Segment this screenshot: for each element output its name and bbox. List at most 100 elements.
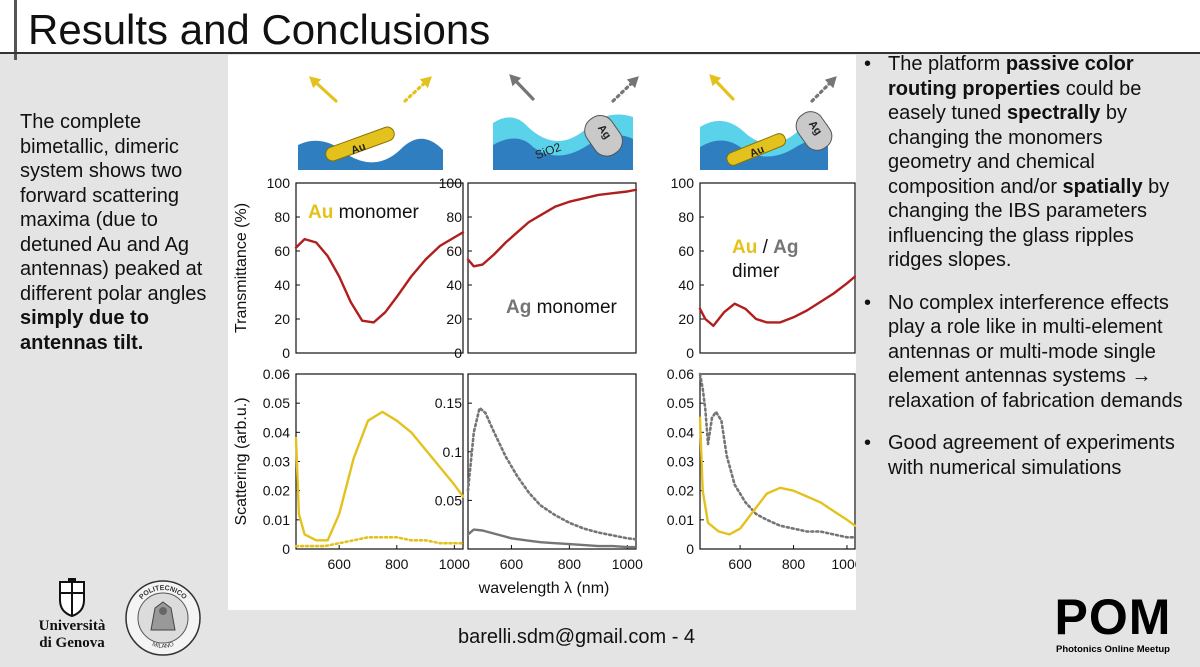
x-axis-label: wavelength λ (nm) xyxy=(478,580,610,597)
y-tick-label: 40 xyxy=(446,277,462,293)
y-tick-label: 0 xyxy=(282,541,290,557)
series-line-0 xyxy=(698,275,857,327)
title-divider xyxy=(0,52,1200,54)
bullet-dot-icon: • xyxy=(864,53,872,75)
series-line-1 xyxy=(466,528,638,549)
y-tick-label: 20 xyxy=(678,311,694,327)
series-line-0 xyxy=(294,231,465,324)
plot-frame xyxy=(295,182,464,354)
plot-frame xyxy=(699,373,856,550)
y-tick-label: 80 xyxy=(274,209,290,225)
x-tick-label: 600 xyxy=(328,556,352,572)
arrow-head-icon xyxy=(419,76,432,89)
y-tick-label: 40 xyxy=(678,277,694,293)
y-tick-label: 60 xyxy=(274,243,290,259)
polimi-logo: POLITECNICO MILANO xyxy=(123,578,203,658)
text-run: by changing the monomers geometry and ch… xyxy=(888,102,1128,198)
arrow-head-icon xyxy=(824,76,837,89)
annotation-part: Ag xyxy=(773,237,798,258)
y-tick-label: 20 xyxy=(274,311,290,327)
y-tick-label: 0.02 xyxy=(263,483,290,499)
annotation-part: / xyxy=(757,237,773,258)
unige-name-line2: di Genova xyxy=(39,635,105,651)
annotation-part: Au xyxy=(308,202,333,223)
y-tick-label: 80 xyxy=(678,209,694,225)
annotation-part: monomer xyxy=(333,202,419,223)
left-summary-text: The complete bimetallic, dimeric system … xyxy=(20,110,225,355)
x-tick-label: 1000 xyxy=(612,556,643,572)
y-tick-label: 0.02 xyxy=(667,483,694,499)
y-tick-label: 0.01 xyxy=(263,512,290,528)
ag-nanocap xyxy=(584,115,623,157)
conclusion-bullets: • The platform passive color routing prop… xyxy=(860,52,1190,498)
pom-logo-subtitle: Photonics Online Meetup xyxy=(1055,644,1170,655)
results-figure: 0 20 40 60 80 100 Transmittance (%) Au monomer 0… xyxy=(228,55,863,610)
plot-frame xyxy=(467,182,637,354)
y-tick-label: 20 xyxy=(446,311,462,327)
y-tick-label: 0 xyxy=(454,345,462,361)
y-tick-label: 0 xyxy=(686,541,694,557)
y-tick-label: 0.15 xyxy=(435,395,462,411)
bullet-item: • The platform passive color routing prop… xyxy=(860,52,1190,273)
au-nanorod xyxy=(726,133,787,166)
text-run: The complete bimetallic, dimeric system … xyxy=(20,111,207,305)
au-rod-label: Au xyxy=(748,143,766,160)
pom-logo-text: POM xyxy=(1054,589,1172,645)
series-line-1 xyxy=(294,535,465,548)
unige-name-line1: Università xyxy=(38,618,106,634)
text-run: No complex interference effects play a r… xyxy=(888,291,1183,412)
series-line-0 xyxy=(466,406,638,541)
y-tick-label: 0.05 xyxy=(263,395,290,411)
text-run: could be easely tuned xyxy=(888,77,1142,125)
ag-nanocap xyxy=(795,111,833,151)
title-bar xyxy=(0,0,1200,54)
annotation-part: Au xyxy=(732,237,757,258)
y-tick-label: 100 xyxy=(267,175,291,191)
x-tick-label: 600 xyxy=(500,556,524,572)
bullet-dot-icon: • xyxy=(864,432,872,454)
x-tick-label: 800 xyxy=(782,556,806,572)
chart-annotation: Au monomer xyxy=(308,202,420,223)
text-run: Good agreement of experiments with numer… xyxy=(888,432,1175,479)
bold-text-run: passive color routing properties xyxy=(888,53,1134,100)
polimi-seal-icon: POLITECNICO MILANO xyxy=(125,580,201,656)
y-tick-label: 0.1 xyxy=(443,444,463,460)
chart-annotation: Au / Ag xyxy=(732,237,799,258)
unige-logo: Università di Genova xyxy=(30,576,114,658)
series-line-0 xyxy=(698,372,857,539)
arrow-head-icon xyxy=(626,76,639,89)
chart-annotation-line2: dimer xyxy=(732,261,780,282)
arrow-head-icon xyxy=(509,74,522,87)
y-tick-label: 80 xyxy=(446,209,462,225)
series-line-1 xyxy=(698,416,857,536)
series-line-0 xyxy=(294,410,465,542)
bullet-dot-icon: • xyxy=(864,291,872,314)
title-accent-bar xyxy=(14,0,17,60)
plot-frame xyxy=(699,182,856,354)
y-tick-label: 0.05 xyxy=(435,492,462,508)
chart-annotation: Ag monomer xyxy=(506,297,618,318)
annotation-part: monomer xyxy=(531,297,617,318)
bold-text-run: spatially xyxy=(1062,175,1143,198)
y-axis-label: Transmittance (%) xyxy=(233,203,250,333)
footer-email[interactable]: barelli.sdm@gmail.com - 4 xyxy=(458,626,696,648)
y-tick-label: 0.03 xyxy=(667,454,694,470)
arrow-head-icon xyxy=(309,76,322,89)
y-tick-label: 0.03 xyxy=(263,454,290,470)
y-tick-label: 0.06 xyxy=(667,366,694,382)
figure-svg: 0 20 40 60 80 100 Transmittance (%) Au monomer 0… xyxy=(233,74,863,597)
annotation-part: Ag xyxy=(506,297,531,318)
slide-title: Results and Conclusions xyxy=(28,6,491,53)
x-tick-label: 1000 xyxy=(439,556,470,572)
series-line-0 xyxy=(466,188,638,268)
y-tick-label: 100 xyxy=(439,175,463,191)
svg-text:MILANO: MILANO xyxy=(151,642,175,651)
y-tick-label: 0 xyxy=(686,345,694,361)
text-run: The platform xyxy=(888,53,1006,75)
unige-crest-icon xyxy=(59,576,85,618)
y-tick-label: 60 xyxy=(446,243,462,259)
y-tick-label: 100 xyxy=(671,175,695,191)
y-tick-label: 0.06 xyxy=(263,366,290,382)
bold-text-run: simply due to antennas tilt. xyxy=(20,307,149,354)
